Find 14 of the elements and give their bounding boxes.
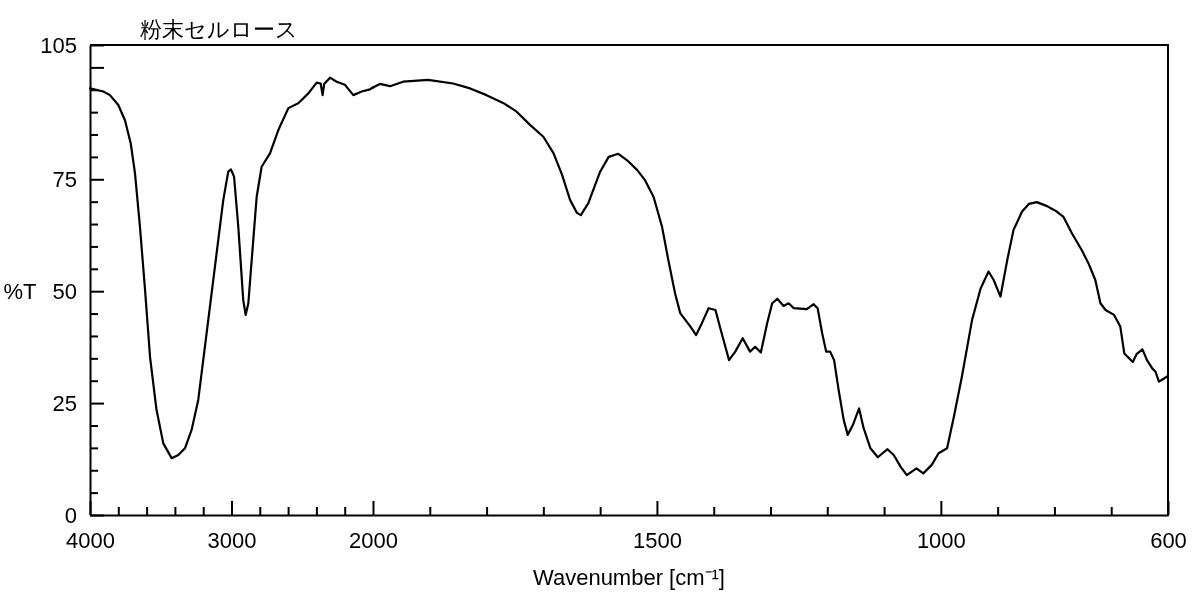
y-tick-label: 105 (40, 32, 77, 58)
x-axis-title: Wavenumber [cm⁻¹] (532, 565, 726, 590)
y-tick-label: 75 (52, 166, 77, 192)
x-tick-label: 1000 (916, 527, 966, 553)
y-tick-label: 0 (64, 502, 77, 528)
x-tick-label: 2000 (349, 527, 398, 553)
x-tick-label: 4000 (66, 527, 115, 553)
y-axis-title: %T (3, 278, 37, 304)
x-tick-label: 1500 (632, 527, 682, 553)
x-tick-label: 600 (1150, 527, 1187, 553)
y-tick-label: 25 (52, 390, 77, 416)
x-tick-label: 3000 (207, 527, 257, 553)
y-tick-label: 50 (52, 278, 77, 304)
chart-title: 粉末セルロース (140, 17, 298, 42)
